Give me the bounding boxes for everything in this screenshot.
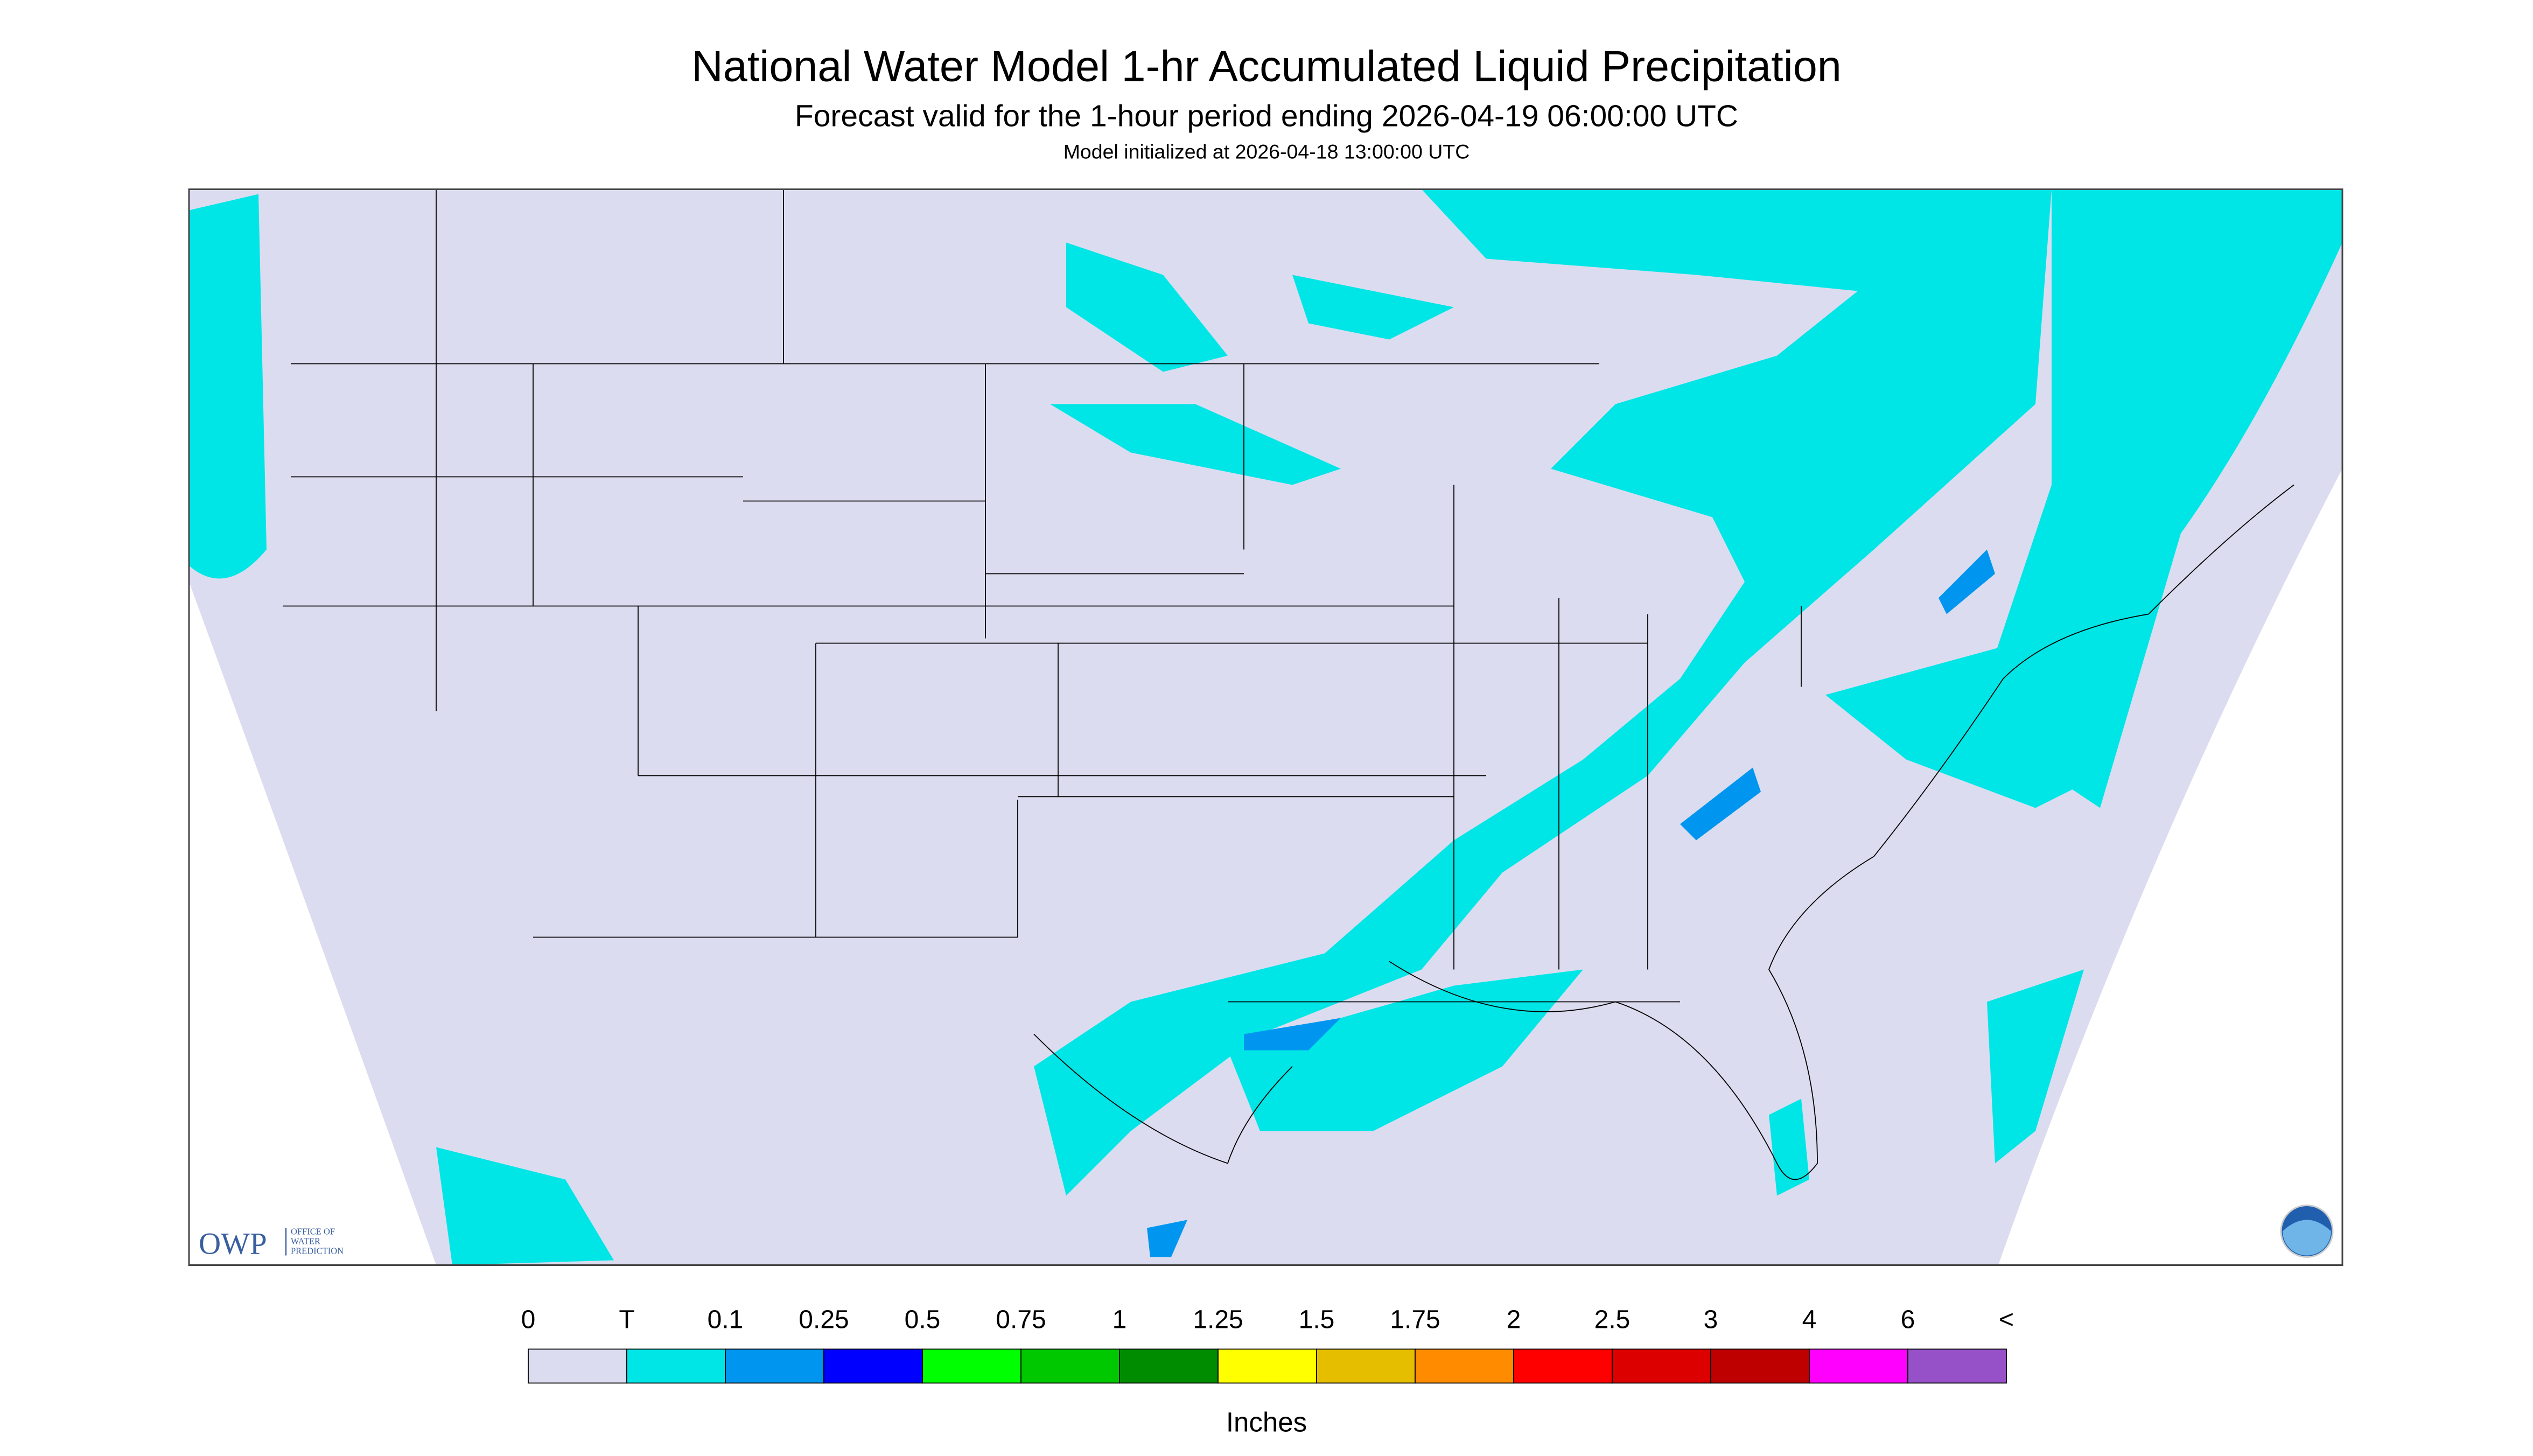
legend-swatch bbox=[725, 1348, 824, 1384]
legend-label: 0.1 bbox=[708, 1306, 744, 1334]
legend-swatch bbox=[528, 1348, 627, 1384]
logo-office: WATER bbox=[291, 1236, 320, 1247]
legend-swatch bbox=[1415, 1348, 1514, 1384]
owp-logo: OWP OFFICE OF WATER PREDICTION bbox=[199, 1227, 344, 1261]
legend-label: T bbox=[619, 1306, 634, 1334]
title: National Water Model 1-hr Accumulated Li… bbox=[691, 43, 1842, 91]
legend-swatch bbox=[1907, 1348, 2007, 1384]
legend-swatch bbox=[823, 1348, 923, 1384]
map: OWP OFFICE OF WATER PREDICTION bbox=[188, 188, 2343, 1266]
legend-label: 1.25 bbox=[1193, 1306, 1243, 1334]
logo-name: OWP bbox=[199, 1227, 267, 1261]
legend-label: 4 bbox=[1802, 1306, 1817, 1334]
legend-swatch bbox=[626, 1348, 726, 1384]
legend-swatch bbox=[1316, 1348, 1416, 1384]
noaa-logo bbox=[2280, 1205, 2334, 1258]
legend-label: 2 bbox=[1507, 1306, 1521, 1334]
legend-label: 1 bbox=[1112, 1306, 1127, 1334]
legend-swatch bbox=[1612, 1348, 1711, 1384]
init-time: Model initialized at 2026-04-18 13:00:00… bbox=[1063, 141, 1470, 163]
logo-office: PREDICTION bbox=[291, 1246, 344, 1256]
legend-swatch bbox=[1710, 1348, 1810, 1384]
legend-unit: Inches bbox=[1226, 1407, 1307, 1438]
legend-swatch bbox=[1513, 1348, 1613, 1384]
legend-label: < bbox=[1999, 1306, 2014, 1334]
legend-label: 3 bbox=[1704, 1306, 1718, 1334]
legend-label: 2.5 bbox=[1594, 1306, 1631, 1334]
legend-label: 0.75 bbox=[996, 1306, 1046, 1334]
legend-label: 0.25 bbox=[799, 1306, 849, 1334]
logo-office: OFFICE OF bbox=[291, 1227, 335, 1237]
legend-label: 0.5 bbox=[905, 1306, 941, 1334]
legend-swatch bbox=[1809, 1348, 1908, 1384]
legend-swatch bbox=[1020, 1348, 1120, 1384]
legend-swatch bbox=[1119, 1348, 1219, 1384]
legend: Inches 0 T 0.1 0.25 0.5 0.75 1 1.25 1.5 1.75 2 2.5 3… bbox=[521, 1306, 2014, 1438]
legend-label: 1.5 bbox=[1299, 1306, 1335, 1334]
legend-swatch bbox=[922, 1348, 1021, 1384]
legend-label: 6 bbox=[1901, 1306, 1915, 1334]
subtitle: Forecast valid for the 1-hour period end… bbox=[795, 99, 1738, 134]
legend-label: 0 bbox=[521, 1306, 536, 1334]
legend-label: 1.75 bbox=[1390, 1306, 1440, 1334]
legend-swatch bbox=[1217, 1348, 1317, 1384]
